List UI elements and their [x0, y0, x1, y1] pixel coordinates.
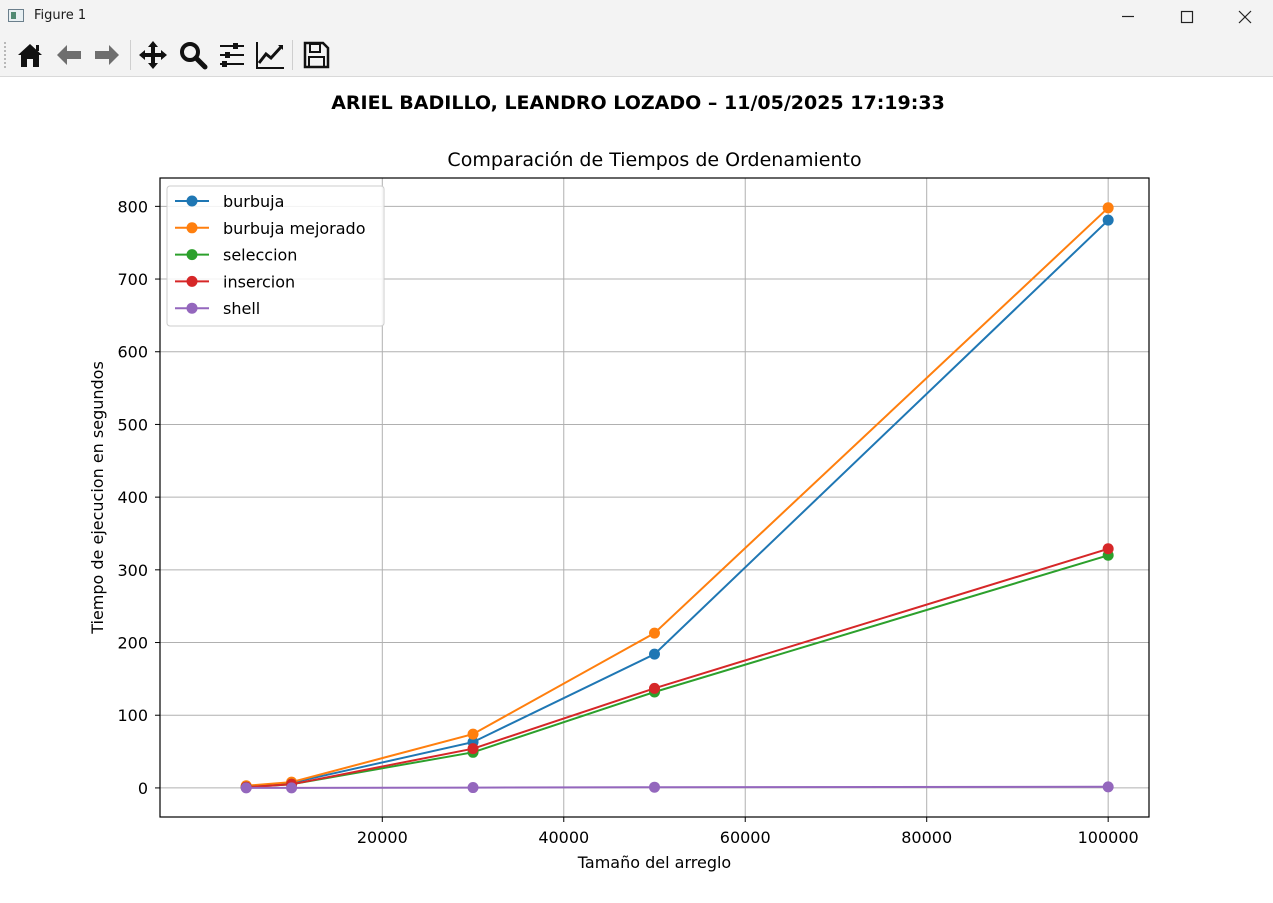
figure-suptitle: ARIEL BADILLO, LEANDRO LOZADO – 11/05/20… [331, 92, 945, 114]
x-tick-label: 20000 [357, 828, 408, 847]
close-button[interactable] [1216, 0, 1273, 34]
window-titlebar: Figure 1 [0, 0, 1273, 34]
y-axis-label: Tiempo de ejecucion en segundos [88, 361, 107, 635]
save-floppy-icon [303, 41, 330, 69]
pan-button[interactable] [137, 39, 169, 71]
chart-title: Comparación de Tiempos de Ordenamiento [447, 149, 861, 171]
y-tick-label: 600 [117, 343, 148, 362]
zoom-magnifier-icon [180, 42, 208, 70]
pan-move-icon [139, 41, 167, 69]
data-point [649, 781, 660, 793]
y-tick-label: 400 [117, 488, 148, 507]
minimize-icon [1122, 15, 1134, 18]
y-tick-label: 200 [117, 634, 148, 653]
data-point [1102, 781, 1114, 793]
y-tick-label: 500 [117, 415, 148, 434]
matplotlib-figure-icon [8, 9, 24, 22]
data-point [1102, 214, 1114, 226]
legend-marker [186, 249, 198, 261]
legend-marker [186, 302, 198, 314]
edit-axes-button[interactable] [254, 39, 286, 71]
data-point [649, 648, 660, 660]
data-point [649, 682, 660, 694]
legend-label: shell [223, 299, 260, 318]
back-button[interactable] [53, 39, 85, 71]
y-tick-label: 700 [117, 270, 148, 289]
minimize-button[interactable] [1099, 0, 1157, 34]
legend-marker [186, 195, 198, 207]
forward-button[interactable] [91, 39, 123, 71]
y-tick-label: 100 [117, 706, 148, 725]
navigation-toolbar [0, 34, 1273, 77]
data-point [1102, 543, 1114, 555]
maximize-icon [1180, 10, 1194, 24]
y-tick-label: 800 [117, 197, 148, 216]
maximize-button[interactable] [1158, 0, 1216, 34]
data-point [467, 728, 479, 740]
data-point [649, 627, 660, 639]
legend-label: insercion [223, 272, 295, 291]
x-tick-label: 40000 [538, 828, 589, 847]
x-tick-label: 80000 [901, 828, 952, 847]
y-tick-label: 0 [138, 779, 148, 798]
close-icon [1238, 10, 1252, 24]
legend-marker [186, 222, 198, 234]
home-icon [18, 44, 42, 67]
series-line [246, 785, 1109, 789]
data-point [286, 782, 298, 794]
data-point [467, 743, 479, 755]
x-tick-label: 100000 [1078, 828, 1139, 847]
legend-label: seleccion [223, 246, 297, 265]
back-arrow-icon [57, 45, 81, 65]
legend [166, 185, 385, 327]
x-tick-label: 60000 [720, 828, 771, 847]
toolbar-grip[interactable] [4, 42, 6, 68]
data-point [467, 782, 479, 794]
legend-marker [186, 275, 198, 287]
toolbar-separator [292, 40, 293, 70]
y-tick-label: 300 [117, 561, 148, 580]
toolbar-separator [130, 40, 131, 70]
zoom-button[interactable] [177, 39, 209, 71]
edit-axes-icon [256, 42, 284, 69]
home-button[interactable] [14, 39, 46, 71]
subplots-button[interactable] [216, 39, 248, 71]
x-axis-label: Tamaño del arreglo [577, 853, 731, 872]
window-title: Figure 1 [34, 8, 87, 23]
legend-label: burbuja [223, 192, 284, 211]
forward-arrow-icon [95, 45, 119, 65]
save-button[interactable] [300, 39, 332, 71]
legend-label: burbuja mejorado [223, 219, 366, 238]
data-point [240, 782, 252, 794]
subplots-config-icon [220, 43, 244, 67]
data-point [1102, 202, 1114, 214]
